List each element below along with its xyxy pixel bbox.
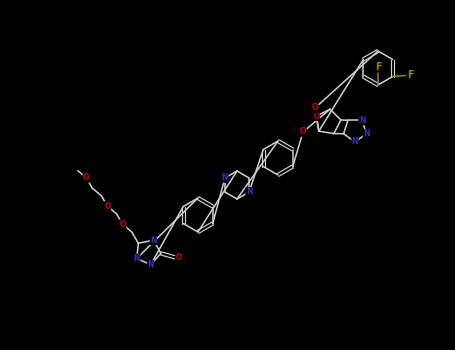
Text: O: O: [83, 173, 90, 182]
Text: O: O: [119, 220, 126, 229]
Text: N: N: [222, 174, 228, 182]
Text: F: F: [374, 62, 381, 72]
Text: N: N: [246, 188, 253, 196]
Text: O: O: [313, 112, 320, 121]
Text: F: F: [407, 70, 414, 80]
Text: O: O: [176, 253, 182, 262]
Text: N: N: [363, 129, 369, 138]
Text: O: O: [312, 104, 318, 112]
Text: N: N: [352, 138, 358, 147]
Text: O: O: [300, 127, 306, 136]
Text: N: N: [133, 254, 140, 263]
Text: N: N: [150, 236, 157, 245]
Text: O: O: [104, 202, 111, 211]
Text: N: N: [359, 116, 365, 125]
Text: N: N: [147, 260, 154, 269]
